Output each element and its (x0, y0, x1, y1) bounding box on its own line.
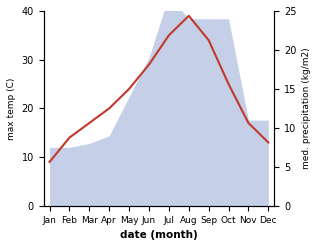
Y-axis label: med. precipitation (kg/m2): med. precipitation (kg/m2) (302, 48, 311, 169)
Y-axis label: max temp (C): max temp (C) (7, 77, 16, 140)
X-axis label: date (month): date (month) (120, 230, 198, 240)
